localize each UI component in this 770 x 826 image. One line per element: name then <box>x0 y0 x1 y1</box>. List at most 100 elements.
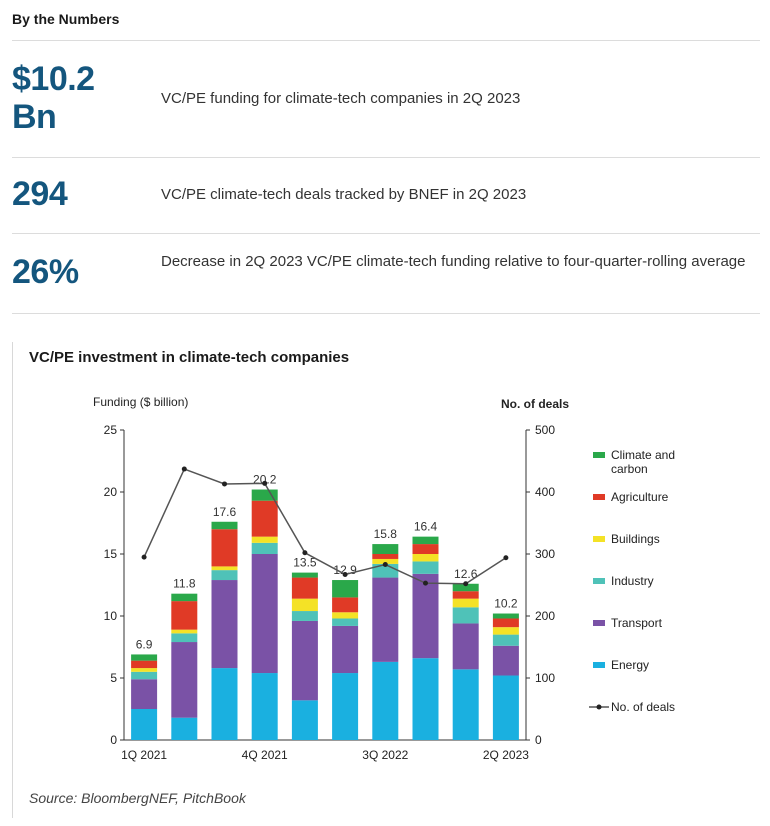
deals-point <box>141 554 147 560</box>
bar-segment-transport <box>251 554 278 674</box>
bar-segment-buildings <box>251 536 278 543</box>
deals-point <box>423 580 428 586</box>
bar-total-label: 17.6 <box>213 505 237 519</box>
deals-point <box>503 555 509 561</box>
y-tick-label: 20 <box>104 485 118 499</box>
legend-swatch-transport <box>593 620 605 626</box>
bar-segment-transport <box>291 620 318 701</box>
bar-segment-energy <box>492 675 519 740</box>
legend-swatch-climate-and-carbon <box>593 452 605 458</box>
bar-segment-industry <box>211 570 238 581</box>
bar-segment-energy <box>291 700 318 740</box>
bar-segment-industry <box>171 633 198 643</box>
bar-segment-energy <box>131 709 158 740</box>
stat-value-funding: $10.2 Bn <box>12 60 95 136</box>
bar-total-label: 10.2 <box>494 597 518 611</box>
bar-segment-buildings <box>291 598 318 612</box>
y-tick-label: 5 <box>110 671 117 685</box>
divider <box>12 157 760 158</box>
deals-point <box>181 466 187 472</box>
legend-label: Energy <box>611 658 649 672</box>
bar-segment-climate-and-carbon <box>412 536 439 545</box>
bar-segment-buildings <box>452 598 479 608</box>
stat-value-decrease: 26% <box>12 253 79 291</box>
bar-segment-transport <box>131 679 158 709</box>
bar-segment-energy <box>251 673 278 740</box>
deals-point <box>382 562 388 568</box>
stat-value-line2: Bn <box>12 98 57 136</box>
bar-segment-agriculture <box>251 500 278 537</box>
y-tick-label: 25 <box>104 423 118 437</box>
divider <box>12 313 760 314</box>
bar-segment-climate-and-carbon <box>171 593 198 602</box>
bar-segment-energy <box>211 668 238 740</box>
bar-segment-transport <box>452 623 479 670</box>
bar-segment-energy <box>412 658 439 740</box>
bar-segment-climate-and-carbon <box>291 572 318 578</box>
chart-card: VC/PE investment in climate-tech compani… <box>12 342 761 818</box>
bar-segment-industry <box>291 611 318 621</box>
bar-segment-industry <box>492 634 519 646</box>
chart-source: Source: BloombergNEF, PitchBook <box>29 790 246 806</box>
bar-segment-agriculture <box>171 601 198 630</box>
bar-segment-agriculture <box>452 591 479 599</box>
bar-segment-buildings <box>131 668 158 672</box>
legend-label: Industry <box>611 574 654 588</box>
bar-segment-industry <box>412 561 439 574</box>
bar-segment-buildings <box>492 627 519 635</box>
legend-swatch-energy <box>593 662 605 668</box>
bar-segment-transport <box>211 580 238 669</box>
x-tick-label: 1Q 2021 <box>121 748 167 762</box>
bar-segment-climate-and-carbon <box>251 489 278 501</box>
section-heading: By the Numbers <box>12 11 120 27</box>
bar-segment-transport <box>332 625 359 674</box>
legend-label: No. of deals <box>611 700 675 714</box>
bar-segment-climate-and-carbon <box>372 544 399 554</box>
bar-segment-buildings <box>372 558 399 564</box>
bar-segment-climate-and-carbon <box>492 613 519 619</box>
y2-tick-label: 100 <box>535 671 555 685</box>
bar-segment-agriculture <box>412 544 439 554</box>
deals-point <box>302 550 308 556</box>
bar-total-label: 11.8 <box>173 577 196 591</box>
divider <box>12 233 760 234</box>
stat-value-deals: 294 <box>12 175 68 213</box>
bar-segment-agriculture <box>211 529 238 567</box>
bar-total-label: 6.9 <box>136 637 153 651</box>
divider <box>12 40 760 41</box>
bar-segment-buildings <box>332 612 359 619</box>
legend-label: Climate and <box>611 448 675 462</box>
right-axis-label: No. of deals <box>501 397 569 411</box>
stat-description-funding: VC/PE funding for climate-tech companies… <box>161 90 521 107</box>
chart-title: VC/PE investment in climate-tech compani… <box>29 349 350 366</box>
legend-swatch-industry <box>593 578 605 584</box>
bar-total-label: 12.6 <box>454 567 478 581</box>
bar-segment-agriculture <box>492 618 519 628</box>
bar-segment-industry <box>251 542 278 554</box>
legend-swatch-buildings <box>593 536 605 542</box>
bar-segment-climate-and-carbon <box>452 583 479 592</box>
bar-segment-buildings <box>171 629 198 634</box>
stacked-bar-chart: Funding ($ billion) No. of deals 0 5 10 15 20 2… <box>93 395 675 762</box>
bar-segment-energy <box>332 673 359 740</box>
bar-segment-industry <box>332 618 359 626</box>
bar-total-label: 16.4 <box>414 520 438 534</box>
bar-segment-buildings <box>412 554 439 562</box>
bar-segment-agriculture <box>372 554 399 559</box>
y-tick-label: 10 <box>104 609 118 623</box>
bar-segment-energy <box>171 717 198 740</box>
legend-label: carbon <box>611 462 648 476</box>
y2-tick-label: 200 <box>535 609 555 623</box>
stat-description-decrease: Decrease in 2Q 2023 VC/PE climate-tech f… <box>161 253 746 270</box>
y2-tick-label: 300 <box>535 547 555 561</box>
bar-segment-agriculture <box>131 660 158 669</box>
y2-tick-label: 500 <box>535 423 555 437</box>
legend-label: Buildings <box>611 532 660 546</box>
bar-segment-climate-and-carbon <box>332 580 359 598</box>
y-tick-label: 0 <box>110 733 117 747</box>
deals-point <box>262 480 268 486</box>
bar-segment-transport <box>492 645 519 676</box>
legend-swatch-agriculture <box>593 494 605 500</box>
deals-point <box>342 571 348 577</box>
bar-segment-energy <box>372 661 399 740</box>
